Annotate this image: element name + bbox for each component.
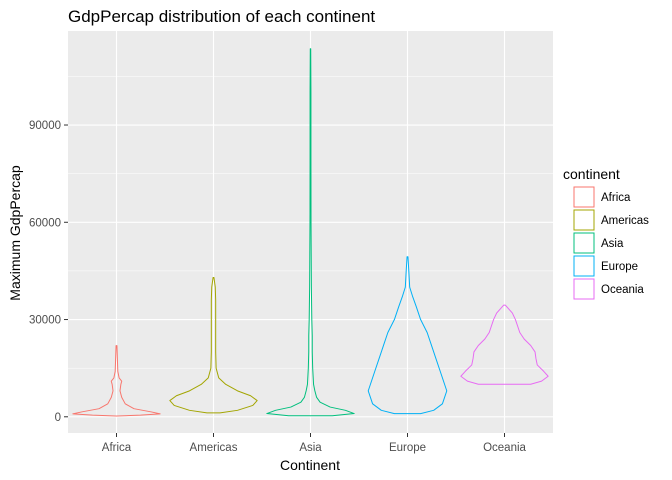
x-tick-label: Americas xyxy=(190,442,238,454)
violin-asia xyxy=(266,48,355,417)
violin-oceania xyxy=(460,304,549,385)
violins xyxy=(72,48,549,417)
violin-americas xyxy=(169,277,258,414)
legend-key-europe xyxy=(573,255,595,277)
chart-title: GdpPercap distribution of each continent xyxy=(68,7,375,26)
violin-africa xyxy=(72,345,161,417)
x-tick-label: Europe xyxy=(389,442,426,454)
legend: Africa Americas Asia Europe Oceania xyxy=(573,186,649,300)
legend-label-asia: Asia xyxy=(601,238,624,250)
x-tick-label: Oceania xyxy=(483,442,526,454)
legend-label-africa: Africa xyxy=(601,192,631,204)
legend-key-asia xyxy=(573,232,595,254)
legend-label-oceania: Oceania xyxy=(601,284,644,296)
y-axis-title: Maximum GdpPercap xyxy=(7,165,23,301)
legend-key-africa xyxy=(573,186,595,208)
x-tick-label: Asia xyxy=(299,442,322,454)
y-tick-label: 60000 xyxy=(29,217,61,229)
y-tick-label: 30000 xyxy=(29,315,61,327)
x-axis-title: Continent xyxy=(280,457,340,473)
violin-europe xyxy=(367,256,448,415)
y-tick-label: 0 xyxy=(55,412,61,424)
x-axis-ticks: Africa Americas Asia Europe Oceania xyxy=(102,433,527,454)
legend-label-americas: Americas xyxy=(601,215,649,227)
legend-title: continent xyxy=(563,166,620,182)
legend-label-europe: Europe xyxy=(601,261,638,273)
y-axis-ticks: 0 30000 60000 90000 xyxy=(29,120,68,424)
legend-key-americas xyxy=(573,209,595,231)
x-tick-label: Africa xyxy=(102,442,132,454)
y-tick-label: 90000 xyxy=(29,120,61,132)
legend-key-oceania xyxy=(573,278,595,300)
